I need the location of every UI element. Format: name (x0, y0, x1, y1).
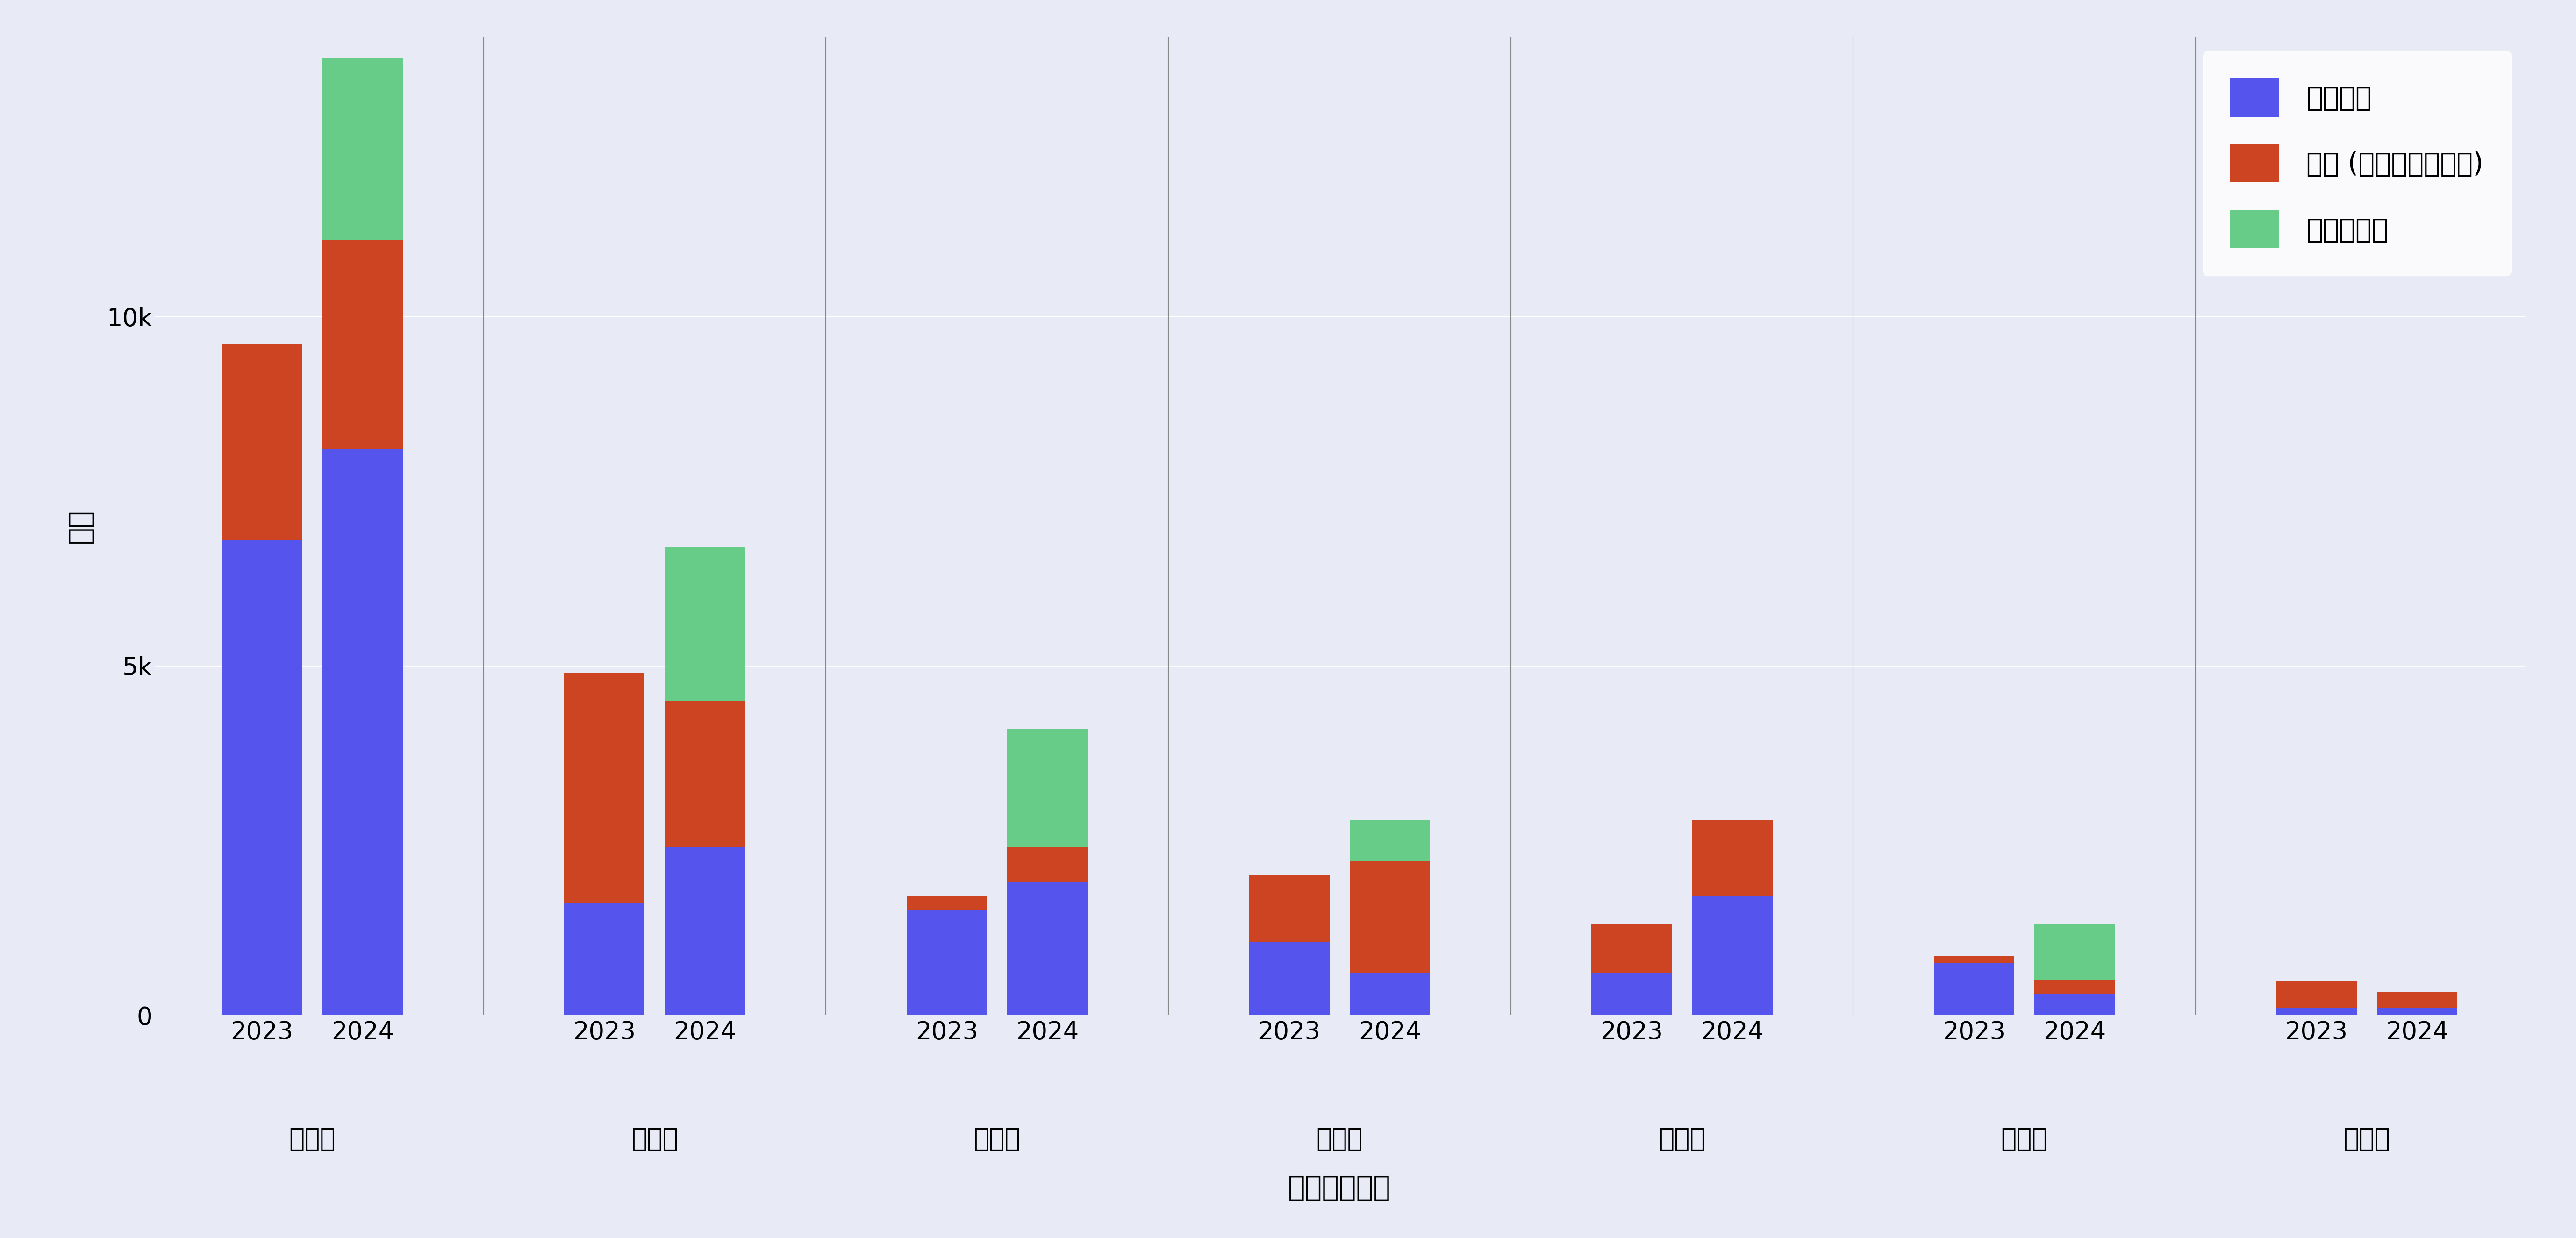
Y-axis label: 人数: 人数 (67, 509, 93, 543)
Bar (1935, 963, 2014, 1015)
Bar (1007, 848, 1087, 883)
Bar (222, 540, 301, 1015)
Bar (1350, 820, 1430, 862)
Bar (1007, 883, 1087, 1015)
Legend: 鉄道以外, 鉄道 (北陸新幹線以外), 北陸新幹線: 鉄道以外, 鉄道 (北陸新幹線以外), 北陸新幹線 (2202, 51, 2512, 276)
X-axis label: 居住都道府県: 居住都道府県 (1288, 1175, 1391, 1202)
Bar (322, 449, 402, 1015)
Bar (1350, 862, 1430, 973)
Bar (2378, 1008, 2458, 1015)
Text: 長野県: 長野県 (2002, 1127, 2048, 1153)
Text: 石川県: 石川県 (289, 1127, 335, 1153)
Bar (564, 673, 644, 904)
Bar (564, 904, 644, 1015)
Bar (665, 848, 744, 1015)
Text: 富山県: 富山県 (974, 1127, 1020, 1153)
Bar (2035, 980, 2115, 994)
Text: 新潟県: 新潟県 (1659, 1127, 1705, 1153)
Bar (2035, 994, 2115, 1015)
Bar (665, 547, 744, 701)
Text: 埼玉県: 埼玉県 (1316, 1127, 1363, 1153)
Text: 群馬県: 群馬県 (2344, 1127, 2391, 1153)
Bar (2035, 925, 2115, 980)
Bar (1592, 925, 1672, 973)
Bar (222, 344, 301, 540)
Bar (2277, 982, 2357, 1008)
Text: 東京都: 東京都 (631, 1127, 677, 1153)
Bar (2378, 992, 2458, 1008)
Bar (1935, 956, 2014, 963)
Bar (907, 910, 987, 1015)
Bar (1692, 896, 1772, 1015)
Bar (1692, 820, 1772, 896)
Bar (1249, 942, 1329, 1015)
Bar (322, 58, 402, 240)
Bar (2277, 1008, 2357, 1015)
Bar (322, 240, 402, 449)
Bar (665, 701, 744, 848)
Bar (1007, 729, 1087, 848)
Bar (1249, 875, 1329, 942)
Bar (1592, 973, 1672, 1015)
Bar (907, 896, 987, 910)
Bar (1350, 973, 1430, 1015)
